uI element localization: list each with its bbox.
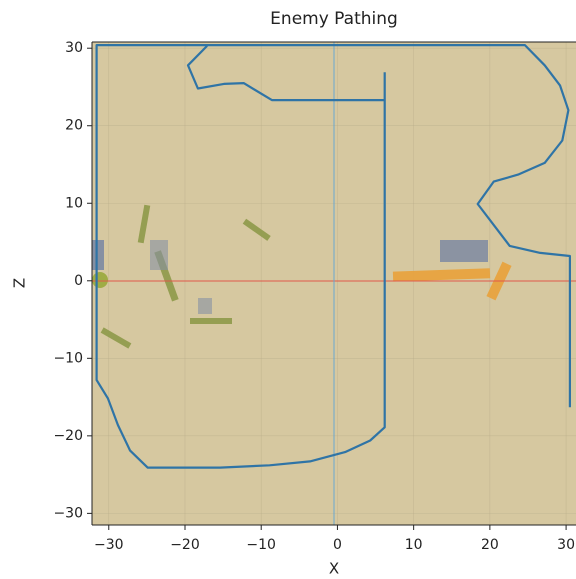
- sprite: [190, 318, 232, 324]
- y-tick-label: −10: [53, 350, 83, 366]
- x-tick-label: −10: [246, 537, 276, 553]
- sprite: [150, 240, 168, 270]
- y-tick-label: −20: [53, 428, 83, 444]
- y-tick-label: −30: [53, 505, 83, 521]
- y-tick-label: 10: [65, 195, 83, 211]
- chart: Enemy Pathing X Z −30 −20 −10 0 10 20 30 −30 −20…: [0, 0, 576, 579]
- x-tick-label: −20: [170, 537, 200, 553]
- chart-title: Enemy Pathing: [270, 9, 398, 29]
- x-tick-label: 0: [333, 537, 342, 553]
- sprite: [92, 272, 108, 288]
- x-tick-label: 30: [557, 537, 575, 553]
- x-tick-label: −30: [94, 537, 124, 553]
- x-tick-label: 20: [481, 537, 499, 553]
- y-tick-label: 30: [65, 40, 83, 56]
- sprite: [198, 298, 212, 314]
- x-tick-label: 10: [405, 537, 423, 553]
- sprite: [92, 240, 104, 270]
- sprite: [440, 240, 488, 262]
- x-axis-label: X: [329, 560, 339, 578]
- y-tick-label: 20: [65, 118, 83, 134]
- y-tick-label: 0: [74, 273, 83, 289]
- y-axis-label: Z: [11, 278, 29, 288]
